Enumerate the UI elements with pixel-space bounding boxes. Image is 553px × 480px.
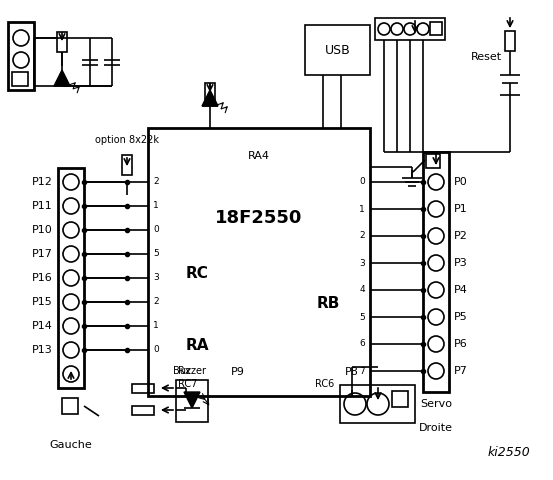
Text: Servo: Servo bbox=[420, 399, 452, 409]
Text: Gauche: Gauche bbox=[50, 440, 92, 450]
Text: P4: P4 bbox=[454, 285, 468, 295]
Text: P11: P11 bbox=[32, 201, 53, 211]
Text: P9: P9 bbox=[231, 367, 245, 377]
Bar bbox=[305, 25, 370, 75]
Text: P10: P10 bbox=[32, 225, 53, 235]
Text: P16: P16 bbox=[32, 273, 53, 283]
Text: P8: P8 bbox=[345, 367, 359, 377]
Bar bbox=[12, 72, 28, 86]
Text: 0: 0 bbox=[153, 226, 159, 235]
Polygon shape bbox=[54, 70, 70, 86]
Bar bbox=[426, 154, 440, 168]
Text: RA4: RA4 bbox=[248, 151, 270, 161]
Text: P7: P7 bbox=[454, 366, 468, 376]
Bar bbox=[148, 128, 370, 396]
Text: RC7: RC7 bbox=[178, 379, 197, 389]
Text: 1: 1 bbox=[359, 204, 365, 214]
Text: P13: P13 bbox=[32, 345, 53, 355]
Text: P14: P14 bbox=[32, 321, 53, 331]
Bar bbox=[430, 22, 442, 35]
Text: P0: P0 bbox=[454, 177, 468, 187]
Text: 1: 1 bbox=[153, 322, 159, 331]
Text: P5: P5 bbox=[454, 312, 468, 322]
Text: option 8x22k: option 8x22k bbox=[95, 135, 159, 145]
Bar bbox=[122, 155, 132, 175]
Text: Droite: Droite bbox=[419, 423, 453, 433]
Text: P3: P3 bbox=[454, 258, 468, 268]
Text: 4: 4 bbox=[359, 286, 365, 295]
Text: P12: P12 bbox=[32, 177, 53, 187]
Text: 3: 3 bbox=[153, 274, 159, 283]
Bar bbox=[340, 385, 415, 423]
Text: P6: P6 bbox=[454, 339, 468, 349]
Text: RC: RC bbox=[186, 265, 209, 280]
Bar bbox=[205, 83, 215, 103]
Bar bbox=[505, 31, 515, 51]
Text: RC6: RC6 bbox=[315, 379, 334, 389]
Bar bbox=[57, 32, 67, 52]
Text: USB: USB bbox=[325, 44, 351, 57]
Text: 1: 1 bbox=[153, 202, 159, 211]
Bar bbox=[423, 152, 449, 392]
Text: 18F2550: 18F2550 bbox=[215, 209, 302, 227]
Text: P2: P2 bbox=[454, 231, 468, 241]
Text: 0: 0 bbox=[153, 346, 159, 355]
Text: 6: 6 bbox=[359, 339, 365, 348]
Text: 2: 2 bbox=[359, 231, 365, 240]
Text: 2: 2 bbox=[153, 178, 159, 187]
Text: P17: P17 bbox=[32, 249, 53, 259]
Bar bbox=[132, 384, 154, 393]
Text: 0: 0 bbox=[359, 178, 365, 187]
Polygon shape bbox=[202, 90, 218, 106]
Text: Reset: Reset bbox=[471, 52, 502, 62]
Bar bbox=[392, 391, 408, 407]
Text: ki2550: ki2550 bbox=[487, 445, 530, 458]
Text: 7: 7 bbox=[359, 367, 365, 375]
Text: P15: P15 bbox=[32, 297, 53, 307]
Bar bbox=[58, 168, 84, 388]
Bar bbox=[132, 406, 154, 415]
Bar bbox=[62, 398, 78, 414]
Text: 5: 5 bbox=[153, 250, 159, 259]
Text: RB: RB bbox=[317, 296, 340, 311]
Bar bbox=[375, 18, 445, 40]
Polygon shape bbox=[184, 392, 200, 408]
Text: 3: 3 bbox=[359, 259, 365, 267]
Text: Buzzer: Buzzer bbox=[174, 366, 206, 376]
Bar bbox=[8, 22, 34, 90]
Text: RA: RA bbox=[186, 338, 210, 353]
Text: P1: P1 bbox=[454, 204, 468, 214]
Text: 5: 5 bbox=[359, 312, 365, 322]
Text: Rx: Rx bbox=[178, 366, 191, 376]
Bar bbox=[176, 380, 208, 422]
Text: 2: 2 bbox=[153, 298, 159, 307]
